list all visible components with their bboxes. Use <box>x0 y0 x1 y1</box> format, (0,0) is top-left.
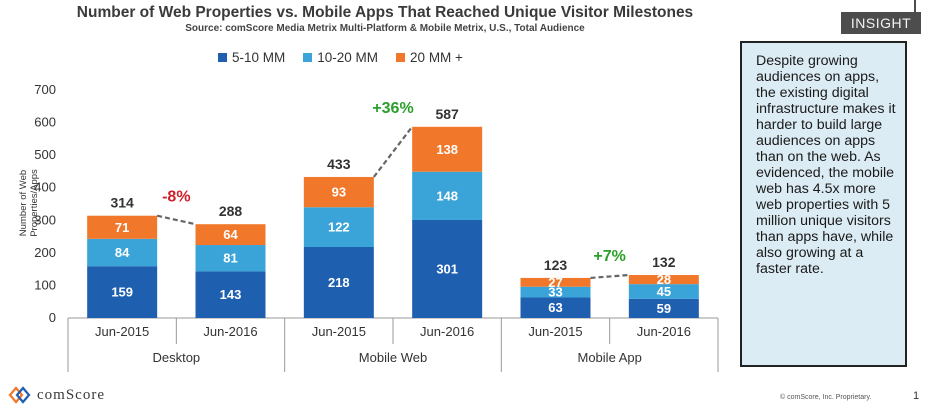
bar-segment <box>520 277 591 287</box>
y-tick-label: 400 <box>34 180 56 195</box>
bar-value-label: 218 <box>328 275 350 290</box>
bar-segment <box>195 245 266 272</box>
bar-segment <box>87 266 158 318</box>
bar-value-label: 93 <box>332 185 346 200</box>
x-group-label: Mobile Web <box>359 350 427 365</box>
bar-value-label: 71 <box>115 220 129 235</box>
bar-total-label: 587 <box>435 106 459 122</box>
bar-value-label: 63 <box>548 300 562 315</box>
bar-segment <box>520 286 591 298</box>
bar-value-label: 301 <box>436 261 458 276</box>
x-tick-label: Jun-2016 <box>420 324 474 339</box>
bar-value-label: 143 <box>220 287 242 302</box>
bar-segment <box>412 126 483 172</box>
legend-item-10-20: 10-20 MM <box>303 50 378 65</box>
insight-box: Despite growing audiences on apps, the e… <box>740 41 907 367</box>
bar-value-label: 81 <box>223 251 237 266</box>
bar-total-label: 132 <box>652 254 676 270</box>
bar-segment <box>195 271 266 318</box>
bar-value-label: 64 <box>223 227 238 242</box>
y-tick-label: 200 <box>34 245 56 260</box>
change-label: +7% <box>593 248 625 265</box>
bar-total-label: 314 <box>110 195 134 211</box>
legend-label-10-20: 10-20 MM <box>317 50 379 65</box>
bar-segment <box>628 284 699 299</box>
x-tick-label: Jun-2016 <box>203 324 257 339</box>
comscore-logo-icon <box>8 386 31 404</box>
y-tick-label: 100 <box>34 277 56 292</box>
change-connector <box>590 273 629 280</box>
bar-value-label: 27 <box>548 275 562 290</box>
legend-item-5-10: 5-10 MM <box>218 50 285 65</box>
change-connector <box>156 214 196 226</box>
comscore-logo-text: comScore <box>37 386 105 403</box>
chart-subtitle: Source: comScore Media Metrix Multi-Plat… <box>185 23 585 34</box>
bar-segment <box>303 207 374 247</box>
bar-segment <box>87 238 158 267</box>
bar-value-label: 84 <box>115 245 130 260</box>
x-tick-label: Jun-2016 <box>637 324 691 339</box>
bar-value-label: 28 <box>657 272 671 287</box>
bar-segment <box>412 171 483 220</box>
legend-swatch-20-plus <box>396 53 406 62</box>
bar-segment <box>520 297 591 318</box>
bar-total-label: 123 <box>544 257 568 273</box>
bar-segment <box>628 298 699 318</box>
x-tick-label: Jun-2015 <box>95 324 149 339</box>
x-group-label: Mobile App <box>578 350 642 365</box>
bar-segment <box>87 215 158 239</box>
bar-segment <box>628 275 699 285</box>
bar-value-label: 59 <box>657 301 671 316</box>
bar-value-label: 122 <box>328 220 350 235</box>
page-number: 1 <box>913 390 920 402</box>
bar-value-label: 45 <box>657 284 671 299</box>
legend-swatch-5-10 <box>218 53 227 62</box>
y-tick-label: 0 <box>49 310 56 325</box>
x-group-label: Desktop <box>152 350 200 365</box>
chart-title: Number of Web Properties vs. Mobile Apps… <box>76 4 694 21</box>
legend-label-20-plus: 20 MM + <box>410 50 463 65</box>
bar-total-label: 288 <box>219 203 243 219</box>
bar-segment <box>303 246 374 318</box>
insight-tick <box>914 0 916 14</box>
bar-segment <box>303 176 374 208</box>
bar-value-label: 159 <box>111 285 133 300</box>
y-tick-label: 500 <box>34 147 56 162</box>
insight-tag: INSIGHT <box>841 12 921 34</box>
bar-segment <box>195 224 266 246</box>
legend-swatch-10-20 <box>303 53 313 62</box>
legend-label-5-10: 5-10 MM <box>232 50 286 65</box>
bar-value-label: 33 <box>548 285 562 300</box>
y-tick-label: 300 <box>34 212 56 227</box>
comscore-logo: comScore <box>8 386 105 404</box>
copyright-notice: © comScore, Inc. Proprietary. <box>780 394 872 401</box>
legend-item-20-plus: 20 MM + <box>396 50 463 65</box>
change-label: -8% <box>162 189 190 206</box>
change-connector <box>372 126 414 178</box>
stacked-bar-chart: 0 100 200 300 400 500 600 700 159 84 71 314 143 81 64 2… <box>34 82 719 372</box>
x-tick-label: Jun-2015 <box>528 324 582 339</box>
y-tick-label: 600 <box>34 115 56 130</box>
y-tick-label: 700 <box>34 82 56 97</box>
change-label: +36% <box>372 100 413 117</box>
bar-segment <box>412 219 483 318</box>
bar-total-label: 433 <box>327 156 351 172</box>
bar-value-label: 138 <box>436 142 458 157</box>
chart-legend: 5-10 MM 10-20 MM 20 MM + <box>218 50 463 65</box>
x-tick-label: Jun-2015 <box>312 324 366 339</box>
bar-value-label: 148 <box>436 188 458 203</box>
